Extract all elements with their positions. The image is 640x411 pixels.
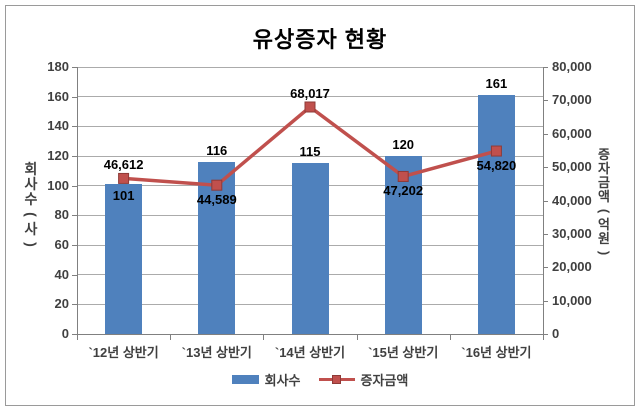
y-right-tick-mark: [543, 300, 548, 302]
axis-title-char: 원: [598, 231, 610, 246]
legend-label: 증자금액: [360, 373, 409, 388]
axis-title-char: (: [597, 208, 612, 214]
y-left-tick-label: 0: [61, 326, 69, 341]
y-left-tick-mark: [72, 185, 77, 187]
y-left-tick-mark: [72, 67, 77, 68]
y-left-tick-label: 180: [47, 59, 69, 74]
y-left-tick-mark: [72, 245, 77, 246]
line-value-label: 54,820: [476, 158, 517, 174]
axis-title-char: 증: [598, 147, 610, 162]
axis-title-char: 사: [24, 221, 38, 237]
legend-line-marker: [331, 375, 341, 384]
bar: [105, 184, 143, 334]
y-right-tick-label: 80,000: [552, 59, 592, 74]
legend-bar-swatch: [231, 375, 259, 384]
axis-title-char: 사: [24, 176, 38, 192]
y-left-tick-mark: [72, 334, 77, 335]
y-right-tick-label: 40,000: [552, 192, 592, 208]
x-axis-tick-mark: [356, 335, 358, 340]
bar-value-label: 116: [206, 142, 228, 158]
legend-item-line: 증자금액: [318, 370, 409, 389]
line-value-label: 68,017: [290, 85, 330, 101]
x-axis-tick-mark: [543, 335, 544, 340]
y-right-tick-mark: [543, 267, 548, 269]
line-value-label: 44,589: [196, 192, 237, 208]
x-axis-label: `16년 상반기: [461, 345, 532, 360]
right-axis-title: 증 자 금 액 ( 억 원): [592, 148, 616, 260]
gridline: [77, 96, 543, 98]
x-axis-label: `12년 상반기: [88, 345, 159, 360]
y-right-tick-mark: [543, 167, 548, 169]
y-right-tick-label: 60,000: [552, 125, 592, 141]
y-right-tick-label: 20,000: [552, 259, 592, 275]
y-left-tick-mark: [72, 126, 77, 128]
x-axis-tick-mark: [449, 335, 451, 340]
legend-label: 회사수: [264, 373, 301, 388]
y-left-tick-label: 160: [47, 88, 69, 104]
y-right-tick-label: 70,000: [552, 92, 592, 108]
y-left-tick-label: 40: [54, 266, 69, 282]
x-axis-label: `13년 상반기: [181, 345, 252, 360]
x-axis-label: `15년 상반기: [368, 345, 439, 360]
gridline: [77, 125, 543, 127]
left-axis-title: 회 사 수(사): [18, 162, 44, 252]
y-left-tick-mark: [72, 304, 77, 306]
axis-title-char: 액: [598, 189, 610, 204]
y-left-tick-mark: [72, 156, 77, 157]
line-value-label: 46,612: [103, 157, 144, 173]
x-axis-tick-mark: [263, 335, 265, 340]
axis-title-char: ): [23, 242, 40, 247]
y-right-axis-line: [543, 67, 544, 334]
bar: [477, 95, 515, 334]
chart-legend: 회사수 증자금액: [0, 370, 640, 389]
y-left-tick-mark: [72, 96, 77, 98]
y-left-tick-mark: [72, 274, 77, 276]
y-right-tick-mark: [543, 334, 548, 335]
y-right-tick-label: 0: [552, 326, 560, 341]
bar-value-label: 101: [112, 188, 135, 204]
y-right-tick-label: 30,000: [552, 225, 592, 241]
axis-title-char: 자: [598, 161, 610, 176]
axis-title-char: 수: [24, 191, 38, 207]
axis-title-char: 억: [598, 217, 610, 232]
x-axis-tick-mark: [170, 335, 172, 340]
legend-item-bar: 회사수: [231, 370, 301, 389]
y-right-tick-mark: [543, 200, 548, 202]
y-left-tick-label: 20: [54, 296, 69, 312]
axis-title-char: (: [23, 212, 40, 217]
axis-title-char: ): [597, 250, 612, 256]
bar-value-label: 115: [299, 144, 321, 160]
y-right-tick-mark: [543, 233, 548, 235]
y-right-tick-label: 10,000: [552, 292, 592, 308]
axis-title-char: 회: [24, 161, 38, 177]
y-left-tick-mark: [72, 215, 77, 217]
bar: [291, 163, 329, 334]
y-right-tick-mark: [543, 100, 548, 102]
x-axis-label: `14년 상반기: [274, 345, 346, 360]
y-left-tick-label: 140: [47, 118, 69, 134]
x-axis-tick-mark: [77, 335, 78, 340]
y-left-axis-line: [77, 67, 78, 334]
y-left-tick-label: 80: [54, 207, 69, 223]
line-value-label: 47,202: [383, 183, 424, 199]
axis-title-char: 금: [598, 175, 610, 190]
y-right-tick-mark: [543, 133, 548, 135]
chart-title: 유상증자 현황: [252, 27, 388, 52]
y-right-tick-mark: [543, 67, 548, 68]
gridline: [77, 66, 543, 68]
y-left-tick-label: 100: [47, 177, 69, 193]
chart-border: [5, 5, 635, 406]
y-right-tick-label: 50,000: [552, 159, 592, 175]
legend-line-swatch: [318, 374, 355, 385]
bar-value-label: 120: [392, 137, 415, 152]
bar-value-label: 161: [485, 76, 508, 92]
bar: [198, 161, 236, 334]
x-axis-line: [77, 334, 544, 335]
y-left-tick-label: 120: [47, 148, 69, 163]
y-left-tick-label: 60: [54, 237, 69, 252]
